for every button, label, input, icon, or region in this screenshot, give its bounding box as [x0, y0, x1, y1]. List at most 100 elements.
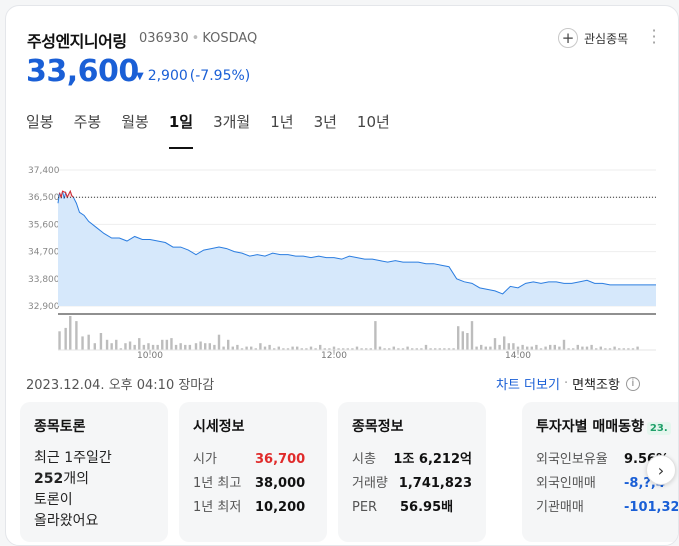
volume-bar: [355, 346, 359, 350]
tab-5[interactable]: 1년: [270, 113, 294, 131]
current-price: 33,600: [26, 54, 139, 89]
volume-bar: [392, 346, 395, 350]
panel-title: 시세정보: [193, 419, 245, 435]
volume-bar: [188, 344, 192, 350]
volume-bar: [360, 348, 363, 350]
more-options-icon[interactable]: · · ·: [651, 21, 657, 52]
y-tick-label: 35,600: [28, 220, 60, 230]
add-watchlist-button[interactable]: + 관심종목: [558, 25, 628, 51]
volume-bar: [259, 343, 262, 350]
volume-bar: [342, 348, 345, 350]
volume-bar: [443, 348, 446, 350]
volume-bar: [282, 348, 285, 350]
volume-bar: [397, 348, 400, 350]
tab-4[interactable]: 3개월: [213, 113, 251, 131]
stock-name[interactable]: 주성엔지니어링: [27, 32, 127, 51]
volume-bar: [69, 316, 72, 350]
volume-bar: [627, 348, 630, 350]
date-badge: 23.: [646, 422, 671, 435]
volume-bar: [636, 346, 639, 350]
volume-bar: [374, 321, 377, 350]
volume-bar: [268, 344, 271, 350]
volume-bar: [378, 346, 382, 350]
info-row-marketcap: 시총 1조 6,212억: [352, 452, 472, 467]
period-tabs: 일봉 주봉 월봉 1일 3개월 1년 3년 10년: [26, 111, 410, 149]
volume-bar: [369, 348, 372, 350]
discussion-count-line: 252개의: [34, 471, 89, 487]
volume-bar: [323, 348, 326, 350]
volume-bar: [539, 348, 543, 350]
disclaimer-link[interactable]: 면책조항: [572, 378, 620, 393]
volume-bar: [567, 348, 570, 350]
panel-title: 투자자별 매매동향 23.: [536, 416, 678, 436]
volume-bar: [305, 348, 308, 350]
volume-bar: [199, 341, 202, 350]
investor-row-institution: 기관매매 -101,32: [536, 500, 679, 515]
volume-bar: [87, 334, 90, 350]
stock-market: KOSDAQ: [202, 31, 258, 46]
chart-more-link[interactable]: 차트 더보기: [496, 378, 560, 393]
volume-bar: [58, 331, 61, 350]
volume-bar: [466, 333, 469, 350]
volume-bar: [332, 346, 336, 350]
volume-bar: [99, 333, 103, 350]
volume-bar: [595, 348, 598, 350]
stock-code: 036930: [139, 31, 189, 46]
volume-bar: [406, 346, 409, 350]
plus-icon: +: [558, 28, 578, 48]
y-tick-label: 33,800: [28, 275, 60, 285]
investor-panel[interactable]: 투자자별 매매동향 23. 외국인보유율 9.56% 외국인매매 -8,?,4 기관매…: [522, 402, 679, 542]
volume-bar: [457, 326, 460, 350]
volume-bar: [204, 343, 207, 350]
volume-bar: [165, 339, 169, 350]
volume-bar: [608, 348, 612, 350]
volume-bar: [328, 348, 331, 350]
volume-bar: [590, 344, 593, 350]
volume-bar: [115, 339, 118, 350]
market-timestamp: 2023.12.04. 오후 04:10 장마감: [26, 378, 215, 393]
volume-bar: [507, 343, 510, 350]
y-tick-label: 32,900: [28, 302, 60, 312]
volume-bar: [351, 348, 354, 350]
volume-bar: [273, 348, 276, 350]
price-area-up: [58, 191, 656, 198]
panel-title: 종목정보: [352, 419, 404, 435]
tab-2[interactable]: 월봉: [121, 113, 149, 131]
separator-dot: •: [191, 31, 200, 46]
quote-row-high: 1년 최고 38,000: [193, 476, 306, 491]
volume-bar: [452, 348, 455, 350]
tab-0[interactable]: 일봉: [26, 113, 54, 131]
volume-bar: [604, 348, 607, 350]
info-row-volume: 거래량 1,741,823: [352, 476, 472, 491]
next-panel-button[interactable]: ›: [646, 455, 676, 485]
chevron-right-icon: ›: [657, 460, 665, 480]
discussion-panel[interactable]: 종목토론 최근 1주일간 252개의 토론이 올라왔어요: [20, 402, 168, 542]
volume-bar: [549, 344, 552, 350]
volume-bar: [544, 346, 547, 350]
volume-bar: [585, 346, 589, 350]
tab-6[interactable]: 3년: [313, 113, 337, 131]
intraday-chart[interactable]: 37,400 36,500 35,600 34,700 33,800 32,900 10:0…: [6, 158, 679, 358]
volume-bar: [291, 346, 294, 350]
volume-bar: [599, 346, 602, 350]
volume-bar: [420, 348, 423, 350]
volume-bar: [622, 348, 625, 350]
volume-bar: [254, 348, 257, 350]
volume-bar: [217, 334, 221, 350]
volume-bar: [631, 348, 635, 350]
info-panel[interactable]: 종목정보 시총 1조 6,212억 거래량 1,741,823 PER 56.95배: [338, 402, 486, 542]
discussion-line: 토론이: [34, 492, 73, 508]
quote-panel[interactable]: 시세정보 시가 36,700 1년 최고 38,000 1년 최저 10,200: [179, 402, 327, 542]
volume-bar: [498, 344, 501, 350]
tab-7[interactable]: 10년: [356, 113, 390, 131]
volume-bar: [411, 348, 414, 350]
volume-bar: [424, 344, 428, 350]
tab-3[interactable]: 1일: [168, 111, 194, 149]
tab-1[interactable]: 주봉: [73, 113, 102, 131]
discussion-line: 올라왔어요: [34, 513, 99, 529]
volume-bar: [236, 344, 239, 350]
info-icon[interactable]: i: [625, 376, 640, 391]
separator: ·: [563, 376, 569, 391]
volume-bar: [250, 346, 253, 350]
volume-bar: [383, 348, 386, 350]
